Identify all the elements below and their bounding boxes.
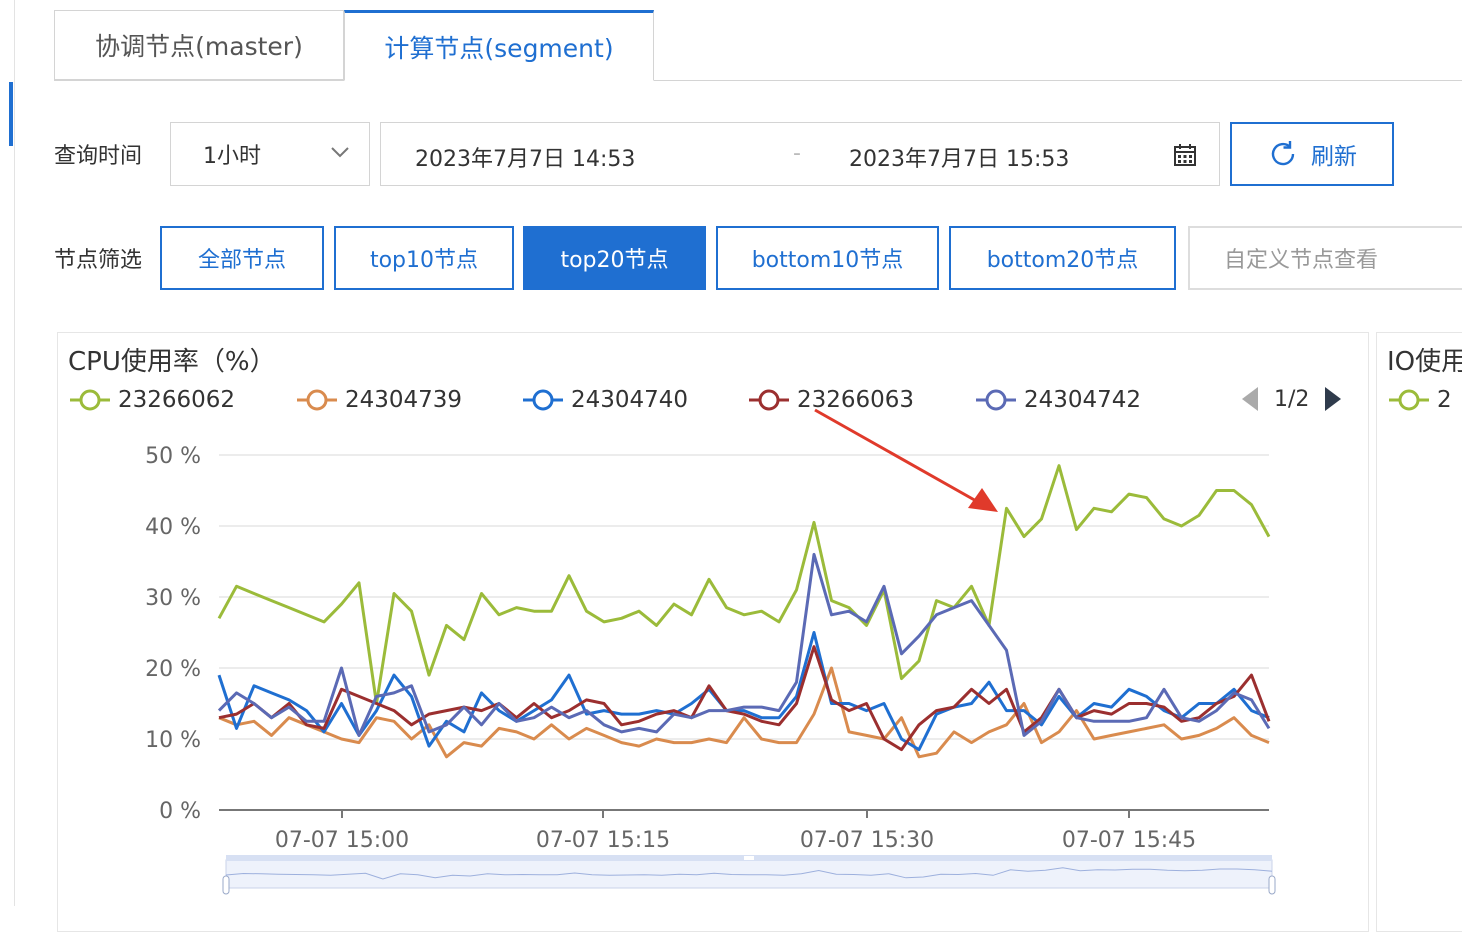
legend-item-0[interactable]: 23266062 — [70, 385, 235, 415]
zoom-handle-left — [222, 875, 230, 895]
filter-top10-button[interactable]: top10节点 — [334, 226, 514, 290]
filter-bottom20-button[interactable]: bottom20节点 — [949, 226, 1176, 290]
legend-marker-icon — [523, 389, 563, 411]
series-line-24304739 — [218, 666, 1270, 759]
filter-bottom10-button[interactable]: bottom10节点 — [716, 226, 939, 290]
zoom-slider-bar — [226, 855, 1272, 861]
series-line-24304740 — [217, 631, 1270, 752]
filter-all-nodes-button[interactable]: 全部节点 — [160, 226, 324, 290]
legend-label: 23266062 — [118, 387, 236, 413]
next-page-icon[interactable] — [1323, 385, 1343, 413]
legend-item-2[interactable]: 24304740 — [523, 385, 688, 415]
zoom-slider-preview — [225, 867, 1273, 880]
time-range-select[interactable]: 1小时 — [170, 122, 370, 186]
chevron-down-icon — [331, 147, 349, 158]
legend-item-4[interactable]: 24304742 — [976, 385, 1141, 415]
legend-marker-icon — [70, 389, 110, 411]
series-line-23266063 — [218, 645, 1271, 752]
zoom-slider-track — [225, 859, 1273, 889]
y-tick-label: 40 % — [145, 515, 201, 540]
left-rail-indicator — [9, 82, 13, 146]
y-tick-label: 30 % — [145, 586, 201, 611]
legend-marker-icon — [976, 389, 1016, 411]
node-tabs: 协调节点(master) 计算节点(segment) — [54, 10, 1462, 81]
io-usage-card: IO使用 2 — [1376, 332, 1462, 932]
legend-item-1[interactable]: 24304739 — [297, 385, 462, 415]
refresh-label: 刷新 — [1311, 144, 1357, 170]
y-tick-label: 50 % — [145, 444, 201, 469]
custom-node-input[interactable]: 自定义节点查看 — [1188, 226, 1462, 290]
filter-top20-button[interactable]: top20节点 — [523, 226, 706, 290]
tab-segment[interactable]: 计算节点(segment) — [344, 10, 654, 81]
y-tick-label: 20 % — [145, 657, 201, 682]
legend-marker-icon — [749, 389, 789, 411]
zoom-grip — [744, 856, 754, 860]
node-filter-label: 节点筛选 — [54, 248, 143, 273]
refresh-button[interactable]: 刷新 — [1230, 122, 1394, 186]
x-tick-label: 07-07 15:45 — [1062, 828, 1196, 853]
zoom-handle-right — [1268, 875, 1276, 895]
io-legend-item-0[interactable]: 2 — [1389, 385, 1452, 415]
series-line-24304742 — [217, 552, 1271, 737]
legend-pager: 1/2 — [1240, 385, 1343, 413]
date-range-picker[interactable]: 2023年7月7日 14:53 - 2023年7月7日 15:53 — [380, 122, 1220, 186]
refresh-icon — [1271, 141, 1295, 166]
y-tick-label: 10 % — [145, 728, 201, 753]
series-line-23266062 — [217, 464, 1271, 705]
cpu-line-chart: 0 % 10 % 20 % 30 % 40 % 50 % 07-07 15:00 07-07 … — [145, 444, 1276, 895]
io-chart-title: IO使用 — [1387, 347, 1462, 377]
legend-item-3[interactable]: 23266063 — [749, 385, 914, 415]
calendar-icon[interactable] — [1173, 143, 1197, 167]
legend-label: 24304739 — [345, 387, 463, 413]
end-date[interactable]: 2023年7月7日 15:53 — [849, 147, 1070, 172]
legend-page-indicator: 1/2 — [1274, 386, 1310, 412]
legend-marker-icon — [297, 389, 337, 411]
legend-label: 24304742 — [1024, 387, 1142, 413]
tab-master[interactable]: 协调节点(master) — [54, 10, 344, 80]
start-date[interactable]: 2023年7月7日 14:53 — [415, 147, 636, 172]
prev-page-icon[interactable] — [1240, 385, 1260, 413]
x-tick-label: 07-07 15:15 — [536, 828, 670, 853]
legend-label: 23266063 — [797, 387, 915, 413]
range-separator: - — [793, 141, 801, 166]
legend-marker-icon — [1389, 389, 1429, 411]
legend-label: 2 — [1437, 387, 1452, 413]
time-range-value: 1小时 — [203, 144, 261, 169]
x-tick-label: 07-07 15:00 — [275, 828, 409, 853]
cpu-chart-title: CPU使用率（%） — [68, 347, 276, 377]
cpu-usage-card: CPU使用率（%） 23266062 24304739 24304740 232… — [57, 332, 1369, 932]
y-tick-label: 0 % — [159, 799, 201, 824]
left-rail — [0, 0, 15, 906]
query-time-label: 查询时间 — [54, 144, 143, 169]
x-tick-label: 07-07 15:30 — [800, 828, 934, 853]
legend-label: 24304740 — [571, 387, 689, 413]
